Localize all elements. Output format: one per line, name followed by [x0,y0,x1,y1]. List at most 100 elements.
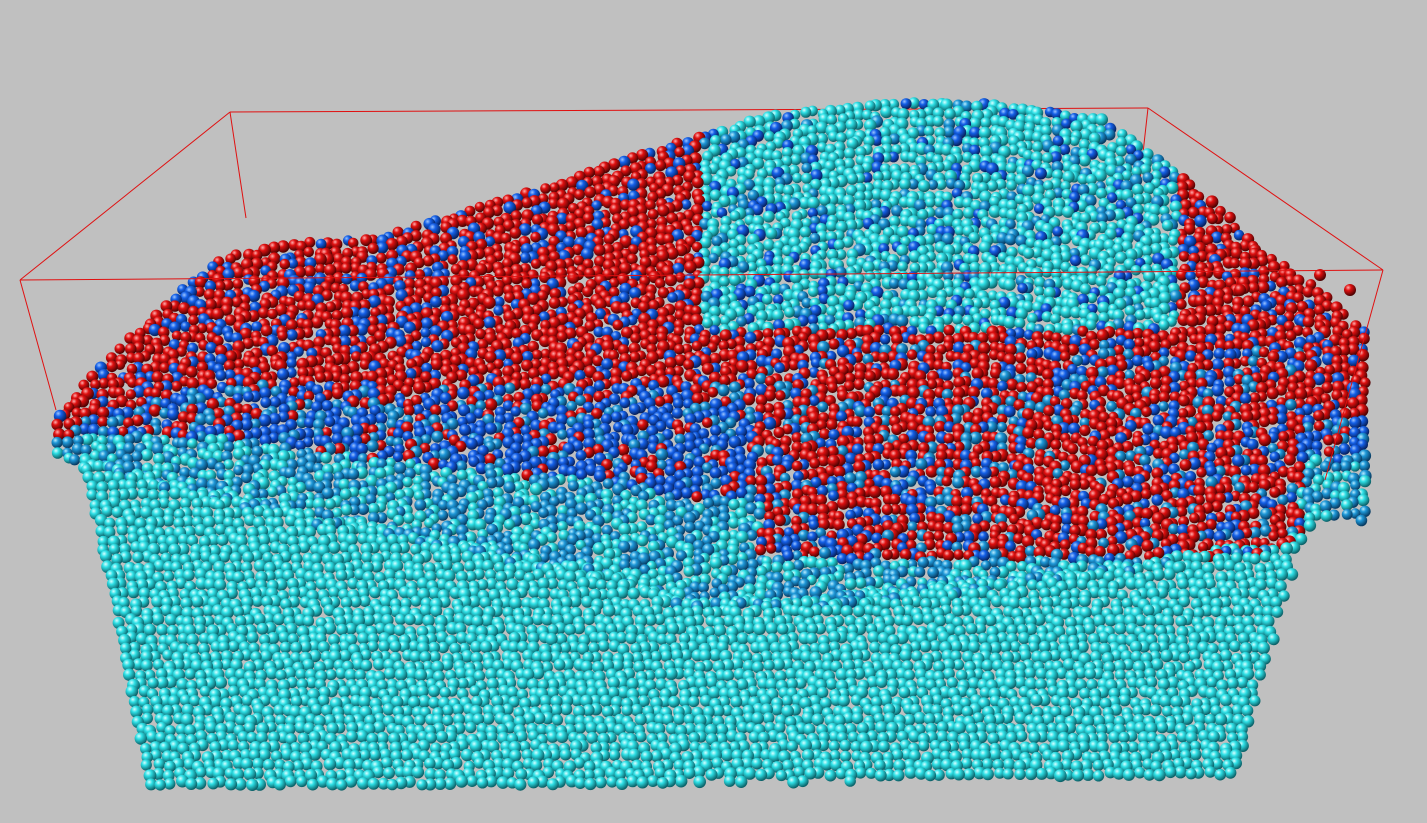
particle [185,366,198,378]
particle [51,447,64,459]
particle [431,430,444,443]
particle [483,206,495,219]
particle [896,244,909,257]
particle [761,293,773,305]
particle [1132,203,1144,216]
particle [675,165,687,177]
particle [1115,145,1127,157]
particle [628,403,641,416]
particle [980,117,992,129]
particle [367,242,379,254]
particle [1140,488,1152,500]
particle [827,382,838,394]
particle [1079,424,1091,437]
particle [861,109,873,121]
particle [618,155,631,169]
particle [69,454,81,466]
particle [969,117,982,130]
particle [808,286,819,298]
particle [140,449,153,462]
particle [1070,120,1083,133]
particle [891,169,904,183]
particle [1151,494,1164,506]
particle [591,200,602,211]
particle [872,459,885,471]
particle [504,382,516,394]
particle [1014,173,1027,186]
particle [792,172,803,184]
particle [331,387,344,400]
particle [824,143,837,155]
particle [1069,479,1082,491]
particle [673,343,685,355]
particle [1142,172,1154,184]
particle [899,178,911,191]
particle [538,193,549,204]
particle [868,485,882,499]
particle [1205,195,1219,209]
particle [816,133,828,145]
particle [771,166,785,180]
particle [863,406,876,418]
particle [834,104,846,116]
particle [702,417,713,429]
particle [709,189,722,201]
particle [964,288,975,300]
particle [1120,180,1133,193]
particle [952,476,965,489]
particle [809,178,822,191]
particle [888,215,901,228]
particle [769,121,783,135]
particle [667,292,678,303]
particle [474,201,485,213]
particle [708,180,722,193]
particle [932,107,945,119]
particle [530,258,542,269]
particle [1022,247,1035,259]
particle [862,182,874,194]
particle [709,467,722,479]
particle [159,362,171,374]
particle [878,126,891,139]
particle [702,150,714,162]
particle [762,149,775,162]
particle [1141,148,1154,161]
particle [1051,108,1063,120]
particle [672,407,684,419]
particle [872,171,884,183]
particle [935,179,947,190]
particle [824,203,838,216]
particle [1358,475,1372,488]
particle [1014,317,1026,329]
particle [609,203,622,216]
particle [629,287,642,300]
particle [1052,135,1064,147]
particle [729,210,741,222]
particle [97,416,109,428]
particle [447,254,458,265]
particle [996,421,1008,433]
particle [1179,459,1192,471]
particle [582,212,594,224]
particle [277,330,288,341]
particle [279,258,291,270]
particle [846,173,858,185]
particle [1096,212,1108,224]
particle [665,274,677,287]
particle [557,429,568,440]
particle [529,482,543,496]
particle [1278,431,1289,443]
particle [1258,415,1270,428]
particle [1077,173,1089,185]
particle [530,205,543,217]
particle [897,261,908,272]
particle [888,278,900,289]
particle [1003,315,1017,329]
particle [610,411,622,423]
particle [1224,376,1235,388]
particle [1034,167,1047,180]
particle [456,469,468,481]
particle [519,252,531,264]
